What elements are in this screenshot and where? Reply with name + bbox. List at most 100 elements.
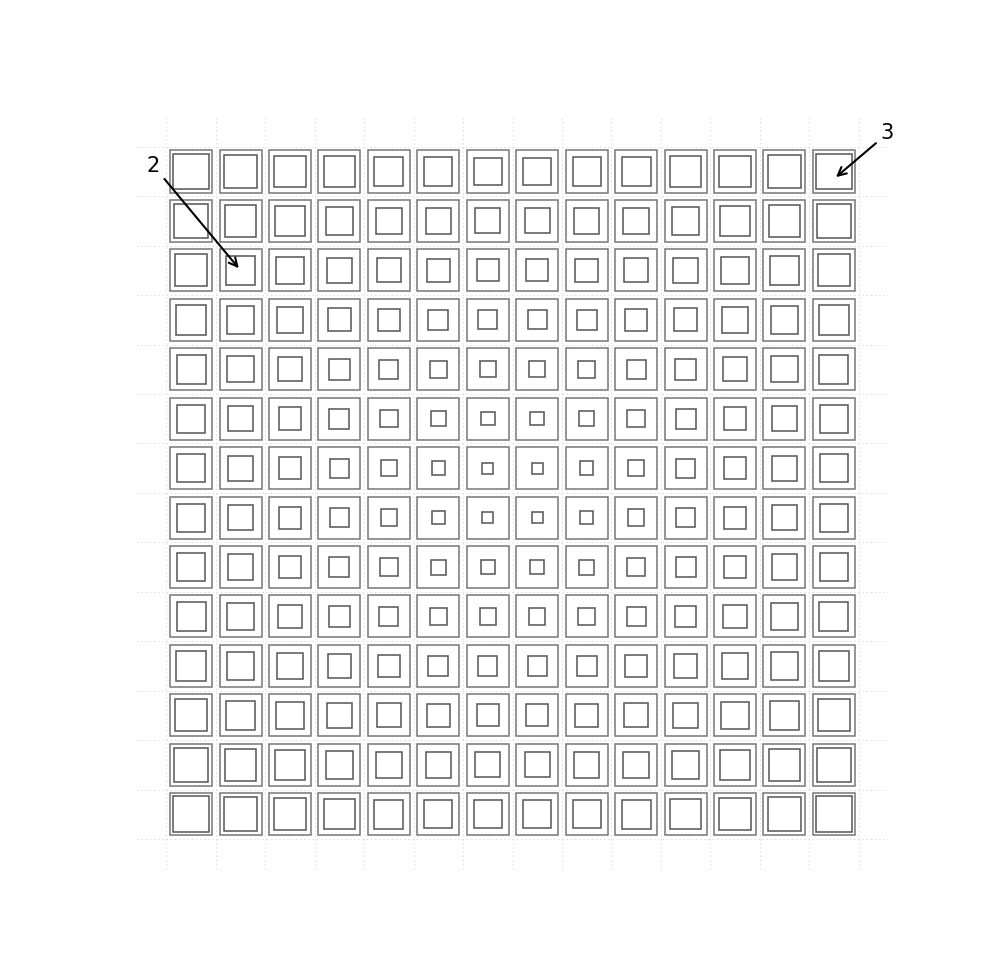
Bar: [417, 150, 459, 192]
Bar: [426, 208, 451, 233]
Bar: [368, 546, 410, 589]
Bar: [573, 800, 601, 829]
Bar: [467, 744, 509, 786]
Bar: [566, 694, 608, 736]
Bar: [274, 155, 306, 187]
Bar: [813, 250, 855, 292]
Bar: [220, 694, 262, 736]
Bar: [376, 752, 402, 778]
Bar: [318, 299, 360, 341]
Bar: [220, 744, 262, 786]
Bar: [532, 512, 543, 523]
Bar: [318, 348, 360, 390]
Bar: [368, 397, 410, 440]
Bar: [673, 703, 698, 728]
Bar: [225, 205, 256, 237]
Bar: [170, 645, 212, 687]
Bar: [673, 258, 698, 283]
Bar: [813, 694, 855, 736]
Bar: [714, 447, 756, 489]
Bar: [819, 354, 848, 384]
Bar: [813, 200, 855, 242]
Bar: [269, 250, 311, 292]
Bar: [220, 497, 262, 539]
Bar: [615, 497, 657, 539]
Bar: [516, 497, 558, 539]
Bar: [516, 447, 558, 489]
Bar: [467, 299, 509, 341]
Bar: [170, 793, 212, 835]
Bar: [813, 645, 855, 687]
Bar: [816, 153, 852, 189]
Bar: [615, 200, 657, 242]
Bar: [480, 361, 496, 378]
Bar: [318, 447, 360, 489]
Bar: [482, 512, 493, 523]
Bar: [481, 412, 495, 426]
Bar: [269, 150, 311, 192]
Bar: [269, 299, 311, 341]
Bar: [770, 701, 799, 730]
Bar: [381, 509, 397, 526]
Bar: [665, 150, 707, 192]
Bar: [615, 595, 657, 637]
Bar: [566, 150, 608, 192]
Bar: [170, 397, 212, 440]
Bar: [478, 310, 497, 330]
Bar: [714, 200, 756, 242]
Bar: [177, 454, 205, 482]
Bar: [175, 700, 207, 731]
Bar: [467, 200, 509, 242]
Bar: [566, 645, 608, 687]
Bar: [665, 744, 707, 786]
Bar: [275, 750, 305, 780]
Bar: [427, 704, 450, 727]
Bar: [714, 595, 756, 637]
Bar: [813, 348, 855, 390]
Bar: [467, 546, 509, 589]
Bar: [818, 255, 850, 286]
Bar: [768, 154, 801, 188]
Bar: [574, 752, 599, 778]
Bar: [528, 310, 547, 330]
Bar: [615, 546, 657, 589]
Bar: [615, 250, 657, 292]
Bar: [318, 497, 360, 539]
Bar: [417, 250, 459, 292]
Bar: [330, 508, 349, 527]
Bar: [628, 460, 644, 476]
Bar: [615, 299, 657, 341]
Bar: [516, 397, 558, 440]
Bar: [722, 653, 748, 678]
Bar: [580, 510, 593, 524]
Bar: [481, 560, 495, 574]
Bar: [368, 793, 410, 835]
Bar: [368, 595, 410, 637]
Bar: [269, 645, 311, 687]
Bar: [428, 309, 448, 330]
Bar: [623, 752, 649, 778]
Bar: [318, 793, 360, 835]
Bar: [529, 608, 545, 625]
Bar: [368, 200, 410, 242]
Bar: [318, 744, 360, 786]
Bar: [467, 595, 509, 637]
Bar: [177, 553, 205, 581]
Bar: [170, 447, 212, 489]
Bar: [318, 694, 360, 736]
Bar: [220, 793, 262, 835]
Bar: [624, 259, 648, 282]
Bar: [228, 554, 253, 580]
Bar: [723, 604, 747, 629]
Bar: [724, 457, 746, 479]
Bar: [820, 454, 848, 482]
Bar: [763, 397, 805, 440]
Bar: [615, 447, 657, 489]
Bar: [523, 157, 551, 185]
Bar: [769, 205, 800, 237]
Bar: [672, 207, 699, 235]
Bar: [170, 200, 212, 242]
Bar: [318, 397, 360, 440]
Bar: [670, 156, 701, 186]
Bar: [665, 546, 707, 589]
